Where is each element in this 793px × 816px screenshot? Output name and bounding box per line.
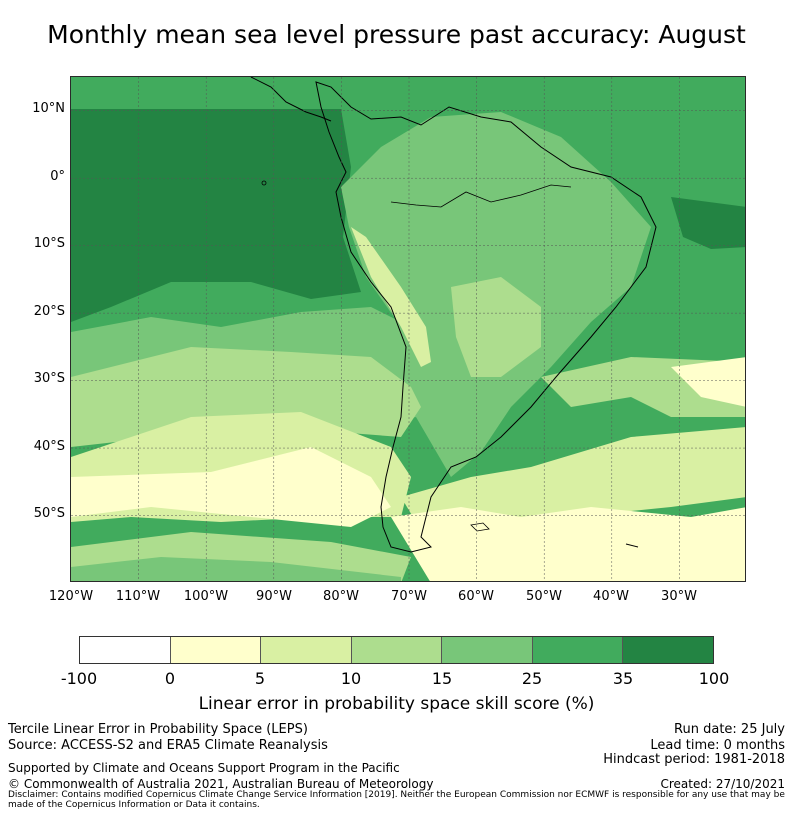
lat-tick-50s: 50°S	[33, 506, 65, 521]
colorbar-tick: 25	[521, 669, 543, 688]
skill-band-0-5-south	[391, 507, 745, 581]
footer-lead-time: Lead time: 0 months	[650, 738, 785, 753]
footer-source: Source: ACCESS-S2 and ERA5 Climate Reana…	[8, 738, 328, 753]
colorbar-segment-5-10	[261, 637, 352, 663]
colorbar-tick: 5	[254, 669, 266, 688]
map-title: Monthly mean sea level pressure past acc…	[47, 20, 746, 49]
skill-band-0-5-pacific	[71, 447, 391, 527]
south-america-coastline	[315, 81, 657, 553]
footer-disclaimer: Disclaimer: Contains modified Copernicus…	[8, 790, 785, 810]
map-gridlines	[71, 77, 745, 581]
central-america-coastline	[250, 77, 332, 122]
footer-run-date: Run date: 25 July	[674, 722, 785, 737]
andes-strip	[351, 227, 431, 367]
footer-hindcast-period: Hindcast period: 1981-2018	[603, 752, 785, 767]
colorbar-tick: 35	[612, 669, 634, 688]
lon-tick-110w: 110°W	[115, 589, 161, 604]
lon-tick-90w: 90°W	[256, 589, 292, 604]
lat-tick-20s: 20°S	[33, 304, 65, 319]
lat-tick-30s: 30°S	[33, 371, 65, 386]
lat-tick-0: 0°	[50, 169, 65, 184]
skill-band-10-15-south-pacific	[71, 347, 421, 447]
footer-created: Created: 27/10/2021	[660, 777, 785, 791]
footer-support: Supported by Climate and Oceans Support …	[8, 761, 400, 775]
colorbar-segment-10-15	[351, 637, 443, 663]
lat-tick-10s: 10°S	[33, 236, 65, 251]
colorbar-segment-25-35	[532, 637, 624, 663]
skill-band-35-100-atlantic	[671, 197, 745, 249]
colorbar-tick: 0	[164, 669, 176, 688]
lon-tick-120w: 120°W	[48, 589, 94, 604]
lon-tick-30w: 30°W	[661, 589, 697, 604]
lon-tick-50w: 50°W	[526, 589, 562, 604]
lon-tick-60w: 60°W	[458, 589, 494, 604]
south-georgia-island	[625, 543, 639, 548]
skill-band-0-5-atlantic	[671, 357, 745, 407]
colorbar-segment-0-5	[170, 637, 262, 663]
map-panel	[70, 76, 746, 582]
colorbar-segment-35-100	[623, 637, 714, 663]
amazon-river	[390, 184, 572, 208]
colorbar-segment-neg100-0	[80, 637, 171, 663]
skill-map	[71, 77, 745, 581]
colorbar-tick: 10	[340, 669, 362, 688]
lat-tick-40s: 40°S	[33, 439, 65, 454]
lon-tick-40w: 40°W	[593, 589, 629, 604]
colorbar	[79, 636, 714, 664]
colorbar-tick: 15	[431, 669, 453, 688]
lon-tick-100w: 100°W	[183, 589, 229, 604]
colorbar-tick: 100	[698, 669, 730, 688]
galapagos-islands	[261, 180, 267, 186]
lon-tick-70w: 70°W	[391, 589, 427, 604]
falkland-islands	[470, 522, 490, 532]
skill-band-35-100-pacific	[71, 109, 361, 322]
footer-method: Tercile Linear Error in Probability Spac…	[8, 722, 308, 737]
colorbar-tick: -100	[60, 669, 98, 688]
footer-copyright: © Commonwealth of Australia 2021, Austra…	[8, 777, 434, 791]
lon-tick-80w: 80°W	[323, 589, 359, 604]
colorbar-label: Linear error in probability space skill …	[198, 694, 595, 714]
skill-band-15-25-south-edge	[71, 557, 401, 581]
colorbar-segment-15-25	[442, 637, 533, 663]
lat-tick-10n: 10°N	[32, 101, 65, 116]
skill-band-10-15-interior	[451, 277, 541, 377]
